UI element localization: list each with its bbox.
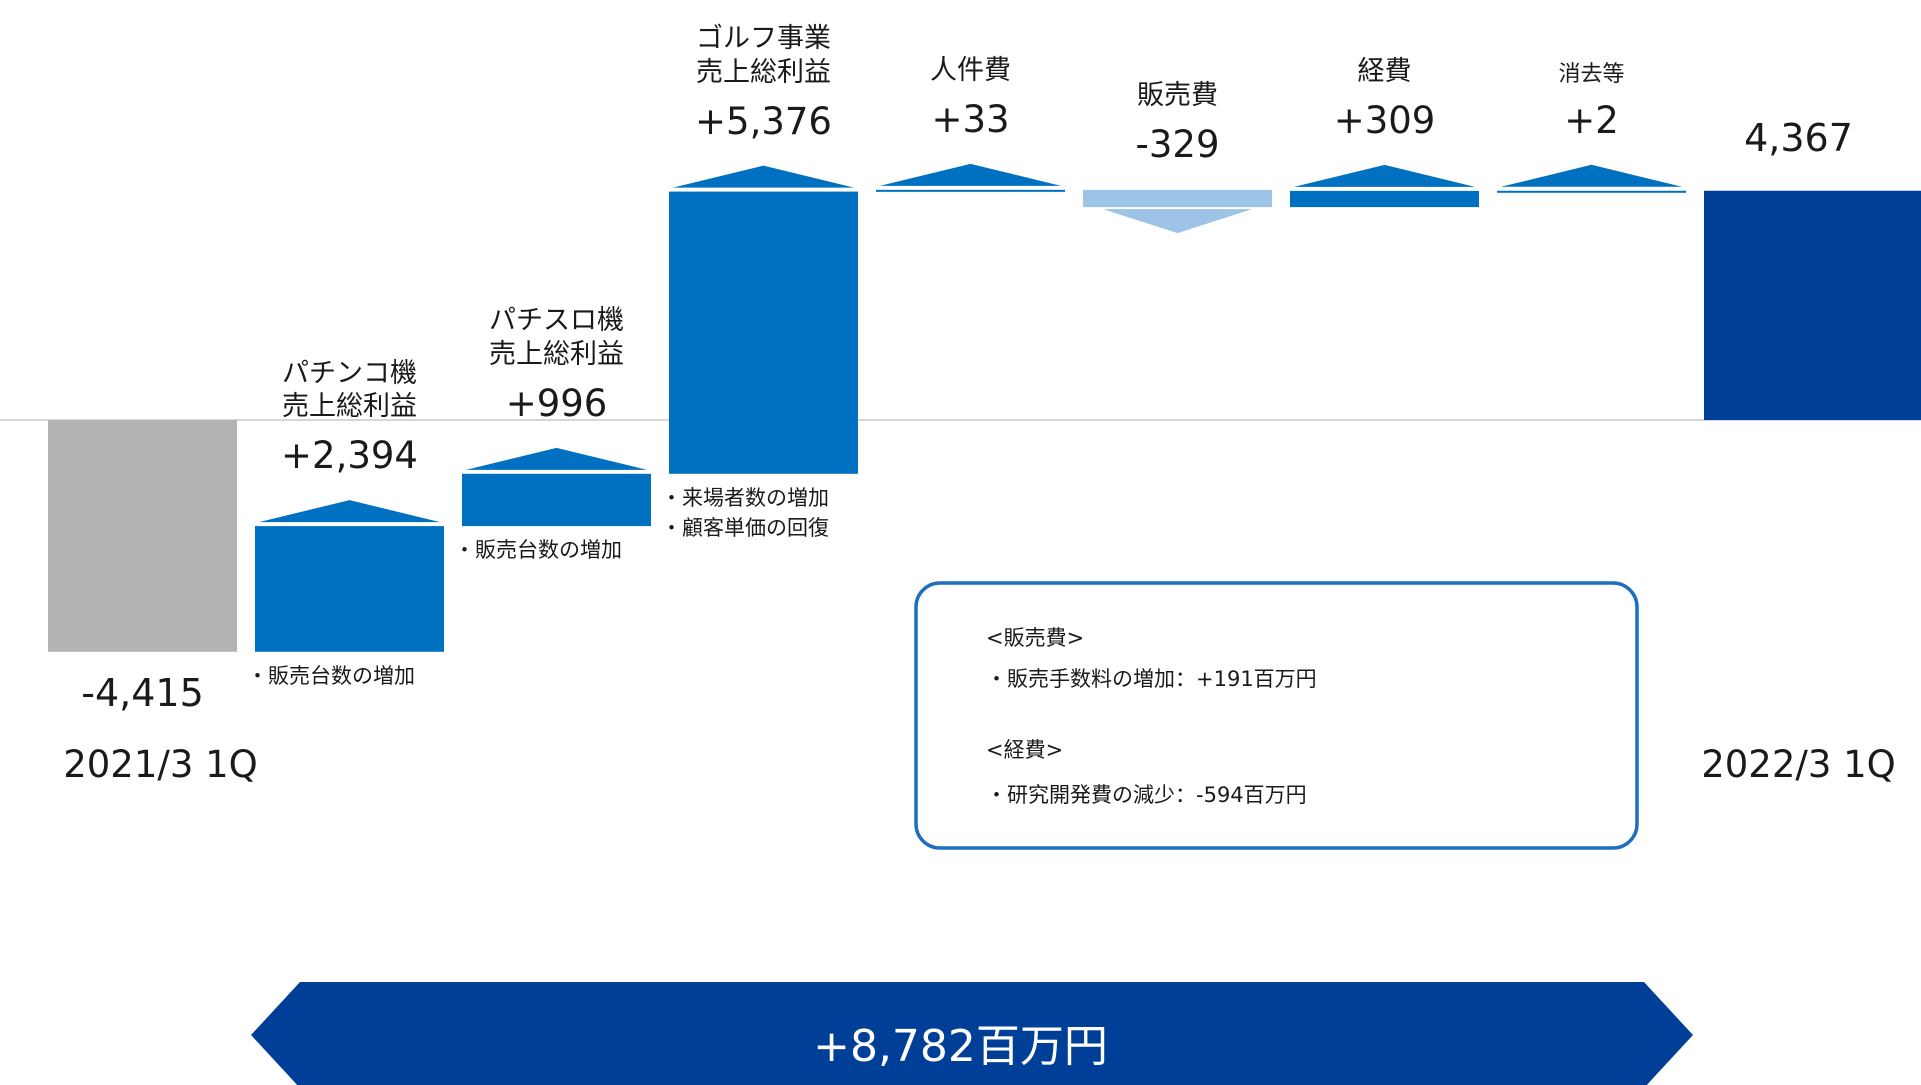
category-label: パチスロ機 売上総利益 [489, 305, 624, 371]
bar [1290, 190, 1479, 208]
bar [48, 420, 237, 652]
total-arrow [251, 982, 1693, 1085]
note: ・販売台数の増加 [454, 538, 622, 563]
bar [669, 191, 858, 474]
value-label: -4,415 [81, 670, 204, 715]
annotation-line: <経費> [986, 738, 1064, 762]
category-label: ゴルフ事業 売上総利益 [696, 23, 831, 88]
bar [1704, 190, 1921, 420]
annotation-line: ・販売手数料の増加：+191百万円 [986, 667, 1317, 691]
category-label: 人件費 [930, 55, 1011, 87]
value-label: +996 [505, 381, 608, 425]
value-label: -329 [1135, 122, 1220, 166]
category-label: 2022/3 1Q [1701, 743, 1896, 786]
category-label: パチンコ機 売上総利益 [282, 357, 417, 423]
annotation-line: ・研究開発費の減少：-594百万円 [986, 783, 1307, 807]
note: ・販売台数の増加 [247, 663, 415, 688]
bar [876, 189, 1065, 192]
bar [462, 473, 651, 527]
arrow-head [259, 500, 440, 523]
value-label: 4,367 [1744, 115, 1853, 160]
arrow-head [1501, 164, 1682, 187]
bar [1083, 189, 1272, 208]
value-label: +2 [1564, 98, 1619, 142]
value-label: +33 [931, 97, 1010, 141]
note: ・来場者数の増加 [661, 485, 829, 510]
total-label: +8,782百万円 [813, 1021, 1108, 1072]
category-label: 消去等 [1558, 62, 1625, 88]
value-label: +309 [1333, 98, 1436, 142]
arrow-head [1294, 164, 1475, 187]
note: ・顧客単価の回復 [661, 515, 829, 540]
arrow-head [673, 165, 854, 188]
arrow-head [1103, 209, 1252, 234]
annotation-line: <販売費> [986, 626, 1085, 650]
annotation-box [914, 581, 1639, 850]
category-label: 2021/3 1Q [63, 743, 258, 786]
category-label: 経費 [1357, 56, 1412, 88]
value-label: +5,376 [695, 99, 832, 143]
bar [1497, 190, 1686, 193]
value-label: +2,394 [281, 434, 418, 478]
category-label: 販売費 [1137, 80, 1218, 112]
arrow-head [466, 447, 647, 470]
bar [255, 526, 444, 652]
arrow-head [880, 163, 1061, 186]
